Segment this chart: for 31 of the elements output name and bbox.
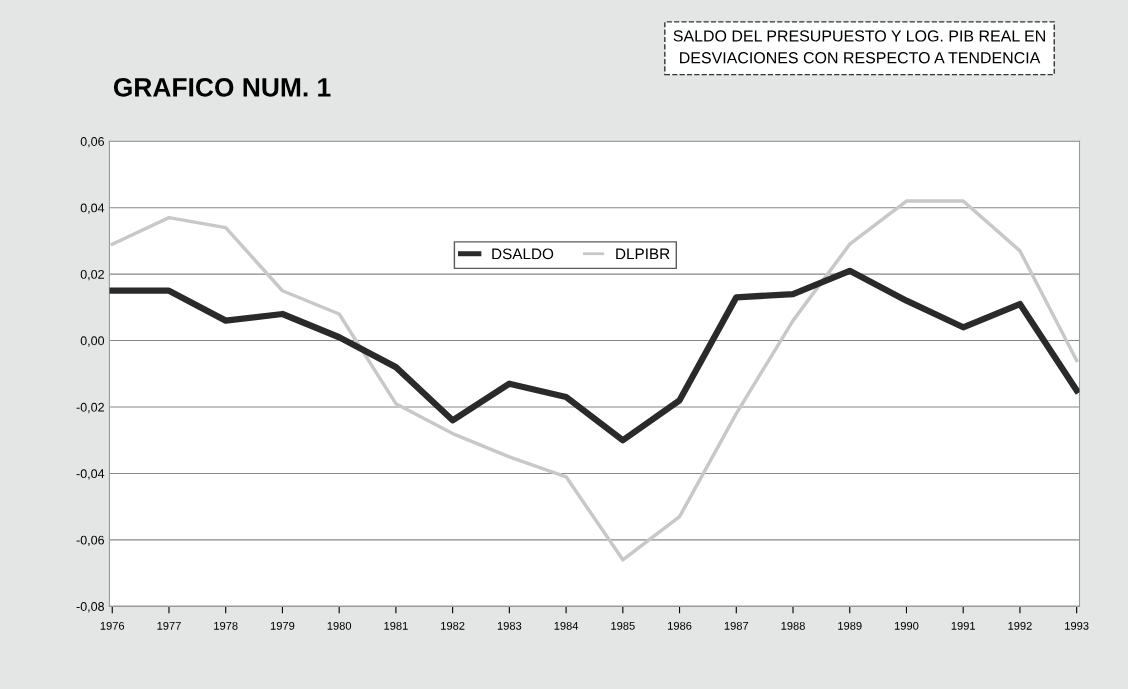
x-tick-label: 1976 (100, 621, 125, 630)
x-tick-label: 1982 (441, 621, 465, 630)
x-tick-label: 1986 (668, 621, 692, 630)
x-tick-label: 1992 (1008, 621, 1032, 630)
x-tick-label: 1977 (157, 621, 181, 630)
y-tick-label: 0,06 (80, 137, 105, 148)
x-tick-label: 1988 (781, 621, 805, 630)
y-tick-label: -0,02 (76, 402, 104, 414)
x-tick-label: 1987 (724, 621, 749, 630)
y-tick-label: -0,04 (76, 469, 105, 480)
x-tick-label: 1978 (214, 621, 238, 630)
chart-subtitle: SALDO DEL PRESUPUESTO Y LOG. PIB REAL EN DESVIACIONES CON RESPECTO A TENDENCIA (673, 30, 1045, 64)
chart-title: GRAFICO NUM. 1 (113, 77, 331, 97)
x-tick-label: 1993 (1065, 621, 1089, 630)
line-series (110, 199, 1079, 562)
legend-label: DSALDO (492, 248, 554, 260)
x-tick-label: 1981 (384, 621, 408, 630)
y-tick-label: 0,02 (80, 269, 104, 281)
x-tick-label: 1990 (894, 621, 919, 630)
x-tick-label: 1991 (951, 621, 976, 630)
y-tick-label: -0,08 (76, 602, 105, 613)
legend-label: DLPIBR (616, 248, 670, 260)
x-tick-label: 1989 (838, 621, 862, 630)
y-tick-label: 0,00 (80, 336, 105, 347)
x-tick-label: 1985 (611, 621, 635, 630)
x-tick-label: 1980 (327, 621, 352, 630)
y-tick-label: -0,06 (76, 535, 105, 547)
x-tick-label: 1983 (497, 621, 522, 630)
x-tick-label: 1979 (270, 621, 295, 630)
x-tick-label: 1984 (554, 621, 579, 630)
y-tick-label: 0,04 (80, 203, 105, 214)
